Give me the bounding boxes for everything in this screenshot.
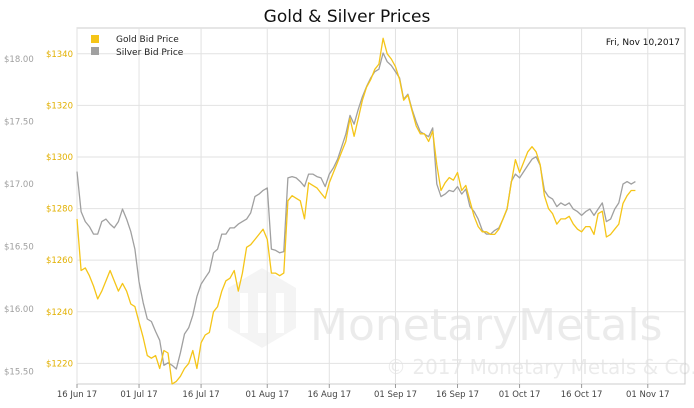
legend-label-silver: Silver Bid Price [116, 48, 184, 58]
series-lines [76, 37, 636, 385]
watermark-brand: MonetaryMetals [310, 300, 663, 351]
silver-y-tick-label: $15.50 [4, 368, 34, 378]
x-tick-label: 16 Sep 17 [436, 390, 479, 400]
legend: Gold Bid Price Silver Bid Price [91, 35, 184, 58]
gold-y-tick-label: $1340 [46, 50, 73, 60]
x-tick-label: 01 Jul 17 [120, 390, 157, 400]
silver-y-tick-label: $17.50 [4, 118, 34, 128]
silver-y-tick-label: $16.00 [4, 305, 34, 315]
x-tick-label: 16 Jun 17 [57, 390, 97, 400]
legend-label-gold: Gold Bid Price [116, 35, 179, 45]
x-tick-label: 01 Oct 17 [499, 390, 541, 400]
watermark: MonetaryMetals © 2017 Monetary Metals & … [228, 268, 694, 379]
x-tick-label: 16 Aug 17 [307, 390, 351, 400]
x-tick-label: 01 Aug 17 [245, 390, 289, 400]
silver-y-tick-label: $18.00 [4, 55, 34, 65]
silver-y-tick-label: $16.50 [4, 243, 34, 253]
watermark-logo-icon [228, 268, 296, 348]
x-tick-label: 01 Sep 17 [374, 390, 417, 400]
x-tick-label: 16 Jul 17 [182, 390, 219, 400]
legend-swatch-gold [91, 35, 99, 43]
silver-y-tick-label: $17.00 [4, 180, 34, 190]
gold-y-tick-label: $1240 [46, 308, 73, 318]
gold-y-tick-label: $1300 [46, 153, 73, 163]
watermark-copyright: © 2017 Monetary Metals & Co. [386, 355, 694, 379]
gold-price-line [76, 37, 636, 385]
x-tick-label: 16 Oct 17 [561, 390, 603, 400]
chart-title: Gold & Silver Prices [264, 7, 431, 27]
gold-y-tick-label: $1320 [46, 101, 73, 111]
legend-swatch-silver [91, 47, 99, 55]
gold-y-tick-label: $1260 [46, 256, 73, 266]
date-label: Fri, Nov 10,2017 [606, 38, 680, 48]
gold-y-tick-label: $1280 [46, 205, 73, 215]
gold-y-tick-label: $1220 [46, 359, 73, 369]
plot-area [76, 27, 686, 385]
x-tick-label: 01 Nov 17 [626, 390, 670, 400]
axes: 16 Jun 17 01 Jul 17 16 Jul 17 01 Aug 17 16 A… [4, 50, 670, 400]
